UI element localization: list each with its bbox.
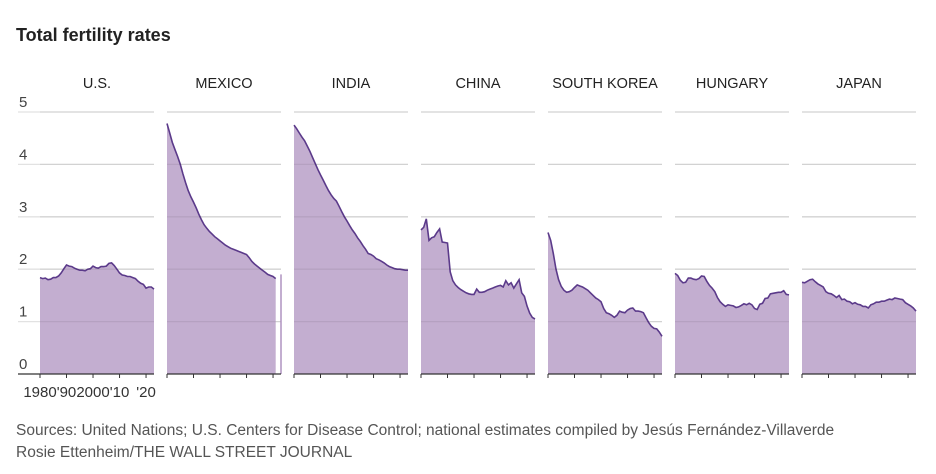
area-fill: [280, 274, 282, 374]
x-tick-label: 1980: [23, 384, 56, 401]
area-fill: [802, 279, 916, 374]
y-tick-label: 1: [19, 304, 27, 321]
panel-label: CHINA: [455, 76, 500, 92]
series-line: [547, 232, 663, 337]
y-tick-label: 2: [19, 251, 27, 268]
area-fill: [421, 218, 535, 374]
source-note: Sources: United Nations; U.S. Centers fo…: [16, 420, 834, 464]
panel-label: HUNGARY: [696, 76, 769, 92]
series-line: [674, 272, 790, 311]
y-tick-label: 3: [19, 199, 27, 216]
area-fill: [294, 125, 408, 374]
panel-hungary: HUNGARY: [674, 76, 790, 378]
panel-south-korea: SOUTH KOREA: [547, 76, 663, 378]
series-line: [166, 123, 277, 280]
x-tick-label: 2000: [76, 384, 109, 401]
panel-u-s-: U.S. 1980'90 2000'10 '20: [18, 76, 156, 401]
y-tick-label: 4: [19, 146, 27, 163]
panel-label: U.S.: [83, 76, 111, 92]
panel-label: MEXICO: [195, 76, 252, 92]
panel-india: INDIA: [293, 76, 408, 378]
credit-text: Rosie Ettenheim/THE WALL STREET JOURNAL: [16, 444, 353, 461]
series-line: [293, 124, 408, 272]
panel-china: CHINA: [420, 76, 536, 378]
y-tick-label: 0: [19, 356, 27, 373]
area-fill: [40, 262, 154, 374]
x-tick-label: '90: [57, 384, 77, 401]
area-fill: [675, 273, 789, 374]
x-tick-label: '10: [110, 384, 130, 401]
area-fill: [548, 232, 662, 374]
panel-mexico: MEXICO: [166, 76, 282, 378]
chart-title: Total fertility rates: [16, 25, 171, 45]
panel-label: INDIA: [332, 76, 371, 92]
series-line: [420, 218, 536, 320]
area-fill: [167, 123, 276, 374]
sources-text: Sources: United Nations; U.S. Centers fo…: [16, 422, 835, 439]
panel-label: JAPAN: [836, 76, 882, 92]
y-tick-label: 5: [19, 94, 27, 111]
series-line: [801, 278, 917, 312]
panel-label: SOUTH KOREA: [552, 76, 658, 92]
panel-japan: JAPAN: [801, 76, 917, 378]
x-tick-label: '20: [136, 384, 156, 401]
series-line: [39, 262, 155, 290]
